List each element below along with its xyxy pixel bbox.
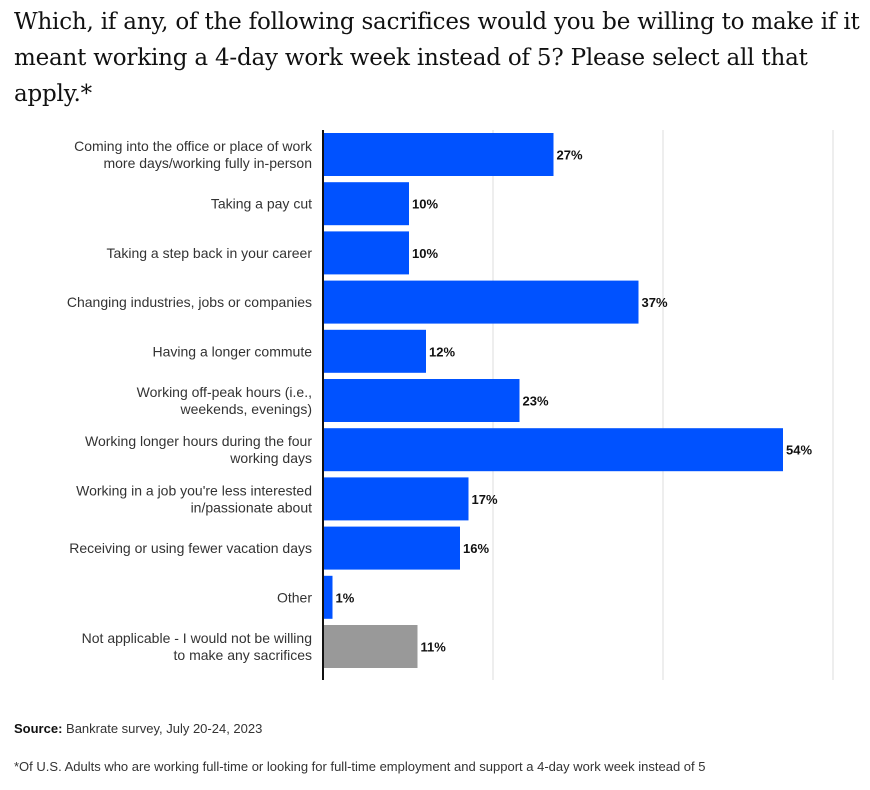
bars: 27% 10% 10% 37% 12% 23% 54% 17% 16% 1% 11% [324, 133, 812, 668]
source-text: Bankrate survey, July 20-24, 2023 [66, 721, 263, 736]
category-label-8: Receiving or using fewer vacation days [69, 540, 312, 556]
value-label-6: 54% [786, 443, 812, 458]
bar-2 [324, 231, 409, 275]
bar-10 [324, 625, 418, 668]
category-label-5: Working off-peak hours (i.e., weekends, e… [137, 384, 312, 417]
source-note: Source: Bankrate survey, July 20-24, 202… [14, 721, 262, 736]
category-label-line: Working off-peak hours (i.e., [137, 384, 312, 400]
bar-3 [324, 280, 639, 324]
value-label-3: 37% [642, 295, 668, 310]
category-label-7: Working in a job you're less interested i… [76, 482, 312, 515]
bar-6 [324, 428, 783, 472]
bar-8 [324, 526, 460, 570]
value-label-10: 11% [421, 640, 447, 655]
value-label-0: 27% [557, 148, 583, 163]
category-label-2: Taking a step back in your career [107, 245, 313, 261]
category-label-line: Not applicable - I would not be willing [82, 630, 312, 646]
value-label-4: 12% [429, 344, 455, 359]
category-label-line: weekends, evenings) [179, 401, 312, 417]
category-label-10: Not applicable - I would not be willing t… [82, 630, 312, 663]
category-label-line: Working in a job you're less interested [76, 482, 312, 498]
bar-4 [324, 329, 426, 373]
category-label-line: working days [229, 450, 312, 466]
category-label-line: to make any sacrifices [174, 647, 313, 663]
category-labels: Coming into the office or place of work m… [67, 138, 313, 663]
bar-9 [324, 575, 333, 619]
category-label-0: Coming into the office or place of work m… [74, 138, 313, 171]
category-label-9: Other [277, 589, 312, 605]
bar-5 [324, 379, 520, 422]
category-label-4: Having a longer commute [152, 343, 312, 359]
category-label-line: in/passionate about [191, 499, 313, 515]
category-label-line: Changing industries, jobs or companies [67, 294, 312, 310]
footnote: *Of U.S. Adults who are working full-tim… [14, 759, 706, 774]
category-label-1: Taking a pay cut [211, 196, 312, 212]
value-label-7: 17% [472, 492, 498, 507]
bar-chart: 27% 10% 10% 37% 12% 23% 54% 17% 16% 1% 11% Coming … [67, 130, 834, 680]
category-label-line: Other [277, 589, 312, 605]
category-label-6: Working longer hours during the four work… [85, 433, 312, 466]
value-label-5: 23% [523, 394, 549, 409]
value-label-1: 10% [412, 197, 438, 212]
category-label-line: Having a longer commute [152, 343, 312, 359]
category-label-line: Taking a step back in your career [107, 245, 313, 261]
category-label-line: Taking a pay cut [211, 196, 312, 212]
value-label-2: 10% [412, 246, 438, 261]
bar-7 [324, 477, 469, 521]
chart-title: Which, if any, of the following sacrific… [14, 9, 860, 107]
category-label-line: Working longer hours during the four [85, 433, 312, 449]
category-label-3: Changing industries, jobs or companies [67, 294, 312, 310]
source-label: Source: [14, 721, 63, 736]
category-label-line: more days/working fully in-person [103, 155, 312, 171]
bar-0 [324, 133, 554, 176]
category-label-line: Receiving or using fewer vacation days [69, 540, 312, 556]
value-label-8: 16% [463, 541, 489, 556]
bar-1 [324, 182, 409, 226]
category-label-line: Coming into the office or place of work [74, 138, 313, 154]
value-label-9: 1% [336, 590, 355, 605]
